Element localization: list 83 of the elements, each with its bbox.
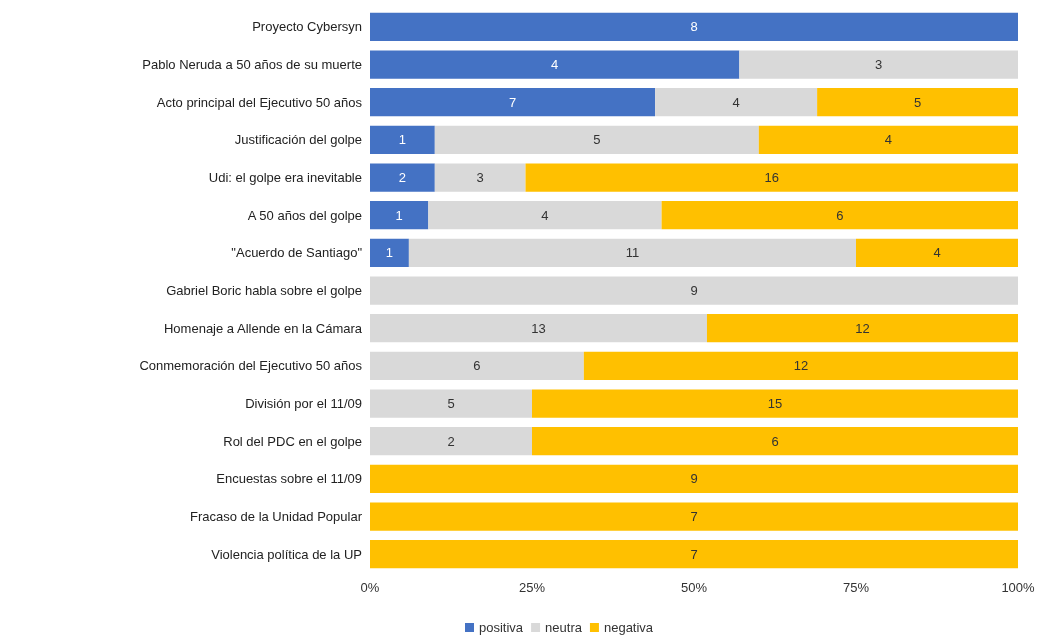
annotation: 6 — [836, 207, 844, 223]
legend-label: neutra — [545, 620, 583, 635]
bar — [434, 125, 759, 154]
annotation: 9 — [690, 283, 698, 298]
annotation: 3 — [875, 57, 883, 72]
x-tick-label: 0% — [360, 580, 380, 595]
annotation: 8 — [690, 19, 698, 35]
x-tick-label: 25% — [518, 580, 546, 595]
y-tick-label: Encuestas sobre el 11/09 — [216, 471, 362, 487]
annotation: 4 — [884, 132, 893, 148]
bar — [532, 427, 1018, 456]
bar — [583, 351, 1018, 380]
annotation: 16 — [764, 170, 779, 185]
bar — [525, 163, 1018, 192]
y-tick-label: "Acuerdo de Santiago" — [231, 245, 363, 261]
legend-label: positiva — [479, 620, 524, 635]
annotation: 9 — [690, 471, 698, 487]
annotation: 6 — [473, 358, 481, 374]
bar — [817, 88, 1018, 117]
y-tick-label: Justificación del golpe — [234, 132, 362, 148]
bar — [370, 238, 409, 267]
annotation: 4 — [541, 207, 549, 223]
annotation: 5 — [913, 94, 922, 110]
bar — [370, 201, 429, 230]
annotation: 1 — [395, 207, 403, 223]
y-tick-label: Rol del PDC en el golpe — [223, 433, 362, 449]
annotation: 11 — [625, 245, 640, 261]
y-tick-label: A 50 años del golpe — [247, 207, 362, 223]
x-tick-label: 100% — [1001, 580, 1036, 595]
bar — [370, 351, 584, 380]
y-tick-label: Gabriel Boric habla sobre el golpe — [166, 283, 362, 298]
bar — [370, 427, 532, 456]
x-tick-label: 50% — [680, 580, 708, 595]
bar — [370, 389, 532, 418]
annotation: 7 — [690, 546, 698, 562]
y-tick-label: División por el 11/09 — [245, 396, 362, 411]
annotation: 12 — [855, 320, 870, 336]
y-tick-label: Pablo Neruda a 50 años de su muerte — [142, 57, 362, 72]
y-tick-label: Violencia política de la UP — [211, 546, 362, 562]
annotation: 4 — [551, 57, 559, 72]
bar — [370, 276, 1018, 305]
annotation: 1 — [398, 132, 407, 148]
y-tick-label: Conmemoración del Ejecutivo 50 años — [139, 358, 363, 374]
bar — [434, 163, 526, 192]
bar — [370, 314, 707, 343]
bar — [370, 88, 656, 117]
annotation: 4 — [933, 245, 941, 261]
annotation: 3 — [476, 170, 484, 185]
annotation: 1 — [385, 245, 394, 261]
bar — [758, 125, 1018, 154]
annotation: 6 — [771, 433, 779, 449]
bar — [370, 163, 435, 192]
y-tick-label: Acto principal del Ejecutivo 50 años — [156, 94, 363, 110]
bar — [661, 201, 1018, 230]
bar — [655, 88, 818, 117]
bar — [370, 50, 740, 79]
annotation: 13 — [531, 320, 546, 336]
legend-label: negativa — [603, 620, 654, 635]
bar — [370, 502, 1018, 531]
annotation: 7 — [690, 509, 698, 524]
y-tick-label: Udi: el golpe era inevitable — [208, 170, 362, 185]
bar — [370, 12, 1018, 41]
bar — [428, 201, 662, 230]
bar — [370, 464, 1018, 493]
y-tick-label: Homenaje a Allende en la Cámara — [163, 320, 363, 336]
annotation: 15 — [767, 396, 783, 411]
bar — [856, 238, 1018, 267]
annotation: 5 — [593, 132, 601, 148]
annotation: 7 — [508, 94, 517, 110]
bar — [408, 238, 856, 267]
annotation: 4 — [732, 94, 740, 110]
y-tick-label: Proyecto Cybersyn — [252, 19, 362, 35]
bar — [370, 125, 435, 154]
bar — [532, 389, 1018, 418]
bar — [370, 540, 1018, 569]
x-tick-label: 75% — [842, 580, 870, 595]
annotation: 2 — [447, 433, 455, 449]
annotation: 2 — [398, 170, 407, 185]
bar — [706, 314, 1018, 343]
annotation: 12 — [793, 358, 809, 374]
y-tick-label: Fracaso de la Unidad Popular — [190, 509, 363, 524]
annotation: 5 — [447, 396, 455, 411]
bar — [739, 50, 1018, 79]
